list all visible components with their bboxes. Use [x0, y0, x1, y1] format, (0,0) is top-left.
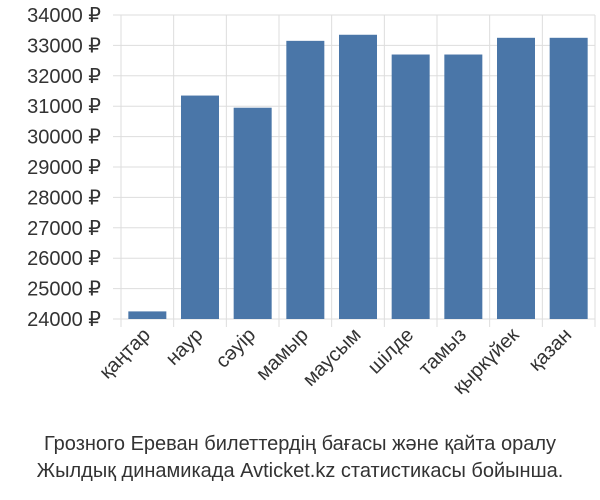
x-axis-tick-labels: қаңтар наур сәуірмамырмаусымшілдетамызқырк… [95, 324, 576, 399]
x-tick-label: қазан [525, 324, 577, 376]
chart-caption-line-2: Жылдық динамикада Avticket.kz статистика… [36, 460, 564, 482]
bar [444, 54, 483, 320]
x-tick-label: маусым [299, 324, 366, 391]
y-tick-label: 25000 ₽ [27, 279, 101, 301]
bar [128, 311, 167, 319]
bar [497, 37, 535, 320]
chart-caption-line-1: Грозного Ереван билеттердің бағасы және … [43, 433, 557, 455]
bar [549, 37, 588, 320]
bar [339, 34, 377, 319]
x-tick-label: наур [162, 324, 208, 370]
x-tick-label: қаңтар [95, 324, 154, 383]
y-tick-label: 28000 ₽ [27, 187, 101, 209]
y-tick-label: 30000 ₽ [27, 127, 101, 149]
y-tick-label: 26000 ₽ [27, 248, 101, 270]
x-tick-label: сәуір [212, 324, 261, 373]
bar [391, 54, 430, 320]
y-tick-label: 33000 ₽ [27, 35, 101, 57]
y-tick-label: 31000 ₽ [27, 96, 101, 118]
y-tick-label: 29000 ₽ [27, 157, 101, 179]
y-tick-label: 24000 ₽ [27, 309, 101, 331]
y-axis-tick-labels: 24000 ₽ 25000 ₽ 26000 ₽ 27000 ₽ 28000 ₽ 29000… [27, 5, 101, 331]
y-tick-label: 27000 ₽ [27, 218, 101, 240]
y-tick-label: 34000 ₽ [27, 5, 101, 27]
y-tick-label: 32000 ₽ [27, 66, 101, 88]
bar [181, 95, 219, 319]
x-tick-label: шілде [364, 324, 418, 378]
bars [128, 34, 588, 320]
bar [233, 107, 272, 319]
bar [286, 40, 325, 320]
